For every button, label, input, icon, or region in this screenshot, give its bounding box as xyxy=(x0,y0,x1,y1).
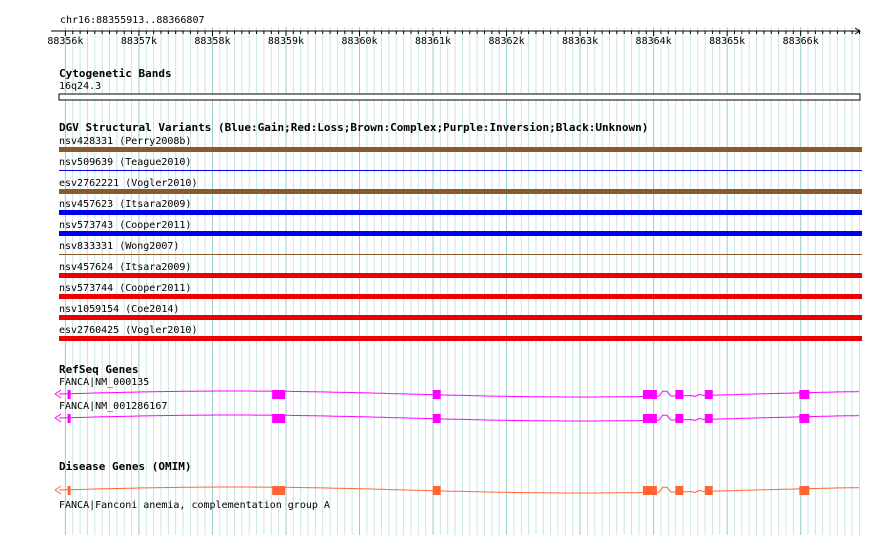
ruler-arrow-icon xyxy=(854,27,861,35)
ruler-tick-label: 88362k xyxy=(488,36,524,47)
variant-bar[interactable] xyxy=(59,294,862,299)
ruler-tick-label: 88358k xyxy=(194,36,230,47)
variant-label: nsv573743 (Cooper2011) xyxy=(59,220,191,231)
variant-bar[interactable] xyxy=(59,273,862,278)
exon-block[interactable] xyxy=(432,390,441,399)
ruler-tick-label: 88365k xyxy=(709,36,745,47)
variant-bar[interactable] xyxy=(59,210,862,215)
variant-label: nsv1059154 (Coe2014) xyxy=(59,304,179,315)
variant-label: nsv833331 (Wong2007) xyxy=(59,241,179,252)
variant-label: nsv428331 (Perry2008b) xyxy=(59,136,191,147)
gene-label: FANCA|NM_001286167 xyxy=(59,401,167,412)
exon-block[interactable] xyxy=(642,414,657,423)
refseq-track-title: RefSeq Genes xyxy=(59,363,138,376)
cytoband-track-title: Cytogenetic Bands xyxy=(59,67,172,80)
strand-arrow-icon xyxy=(54,485,62,495)
region-label: chr16:88355913..88366807 xyxy=(60,15,205,26)
exon-block[interactable] xyxy=(704,390,713,399)
gene-intron-line xyxy=(58,414,860,422)
dgv-track[interactable]: DGV Structural Variants (Blue:Gain;Red:L… xyxy=(59,121,862,341)
variant-label: nsv457624 (Itsara2009) xyxy=(59,262,191,273)
variant-label: esv2762221 (Vogler2010) xyxy=(59,178,197,189)
variant-label: esv2760425 (Vogler2010) xyxy=(59,325,197,336)
ruler-tick-label: 88363k xyxy=(562,36,598,47)
ruler-tick-label: 88357k xyxy=(121,36,157,47)
ruler-tick-label: 88356k xyxy=(47,36,83,47)
variant-bar[interactable] xyxy=(59,315,862,320)
variant-bar[interactable] xyxy=(59,231,862,236)
strand-arrow-icon xyxy=(54,389,62,399)
exon-block[interactable] xyxy=(272,486,286,495)
omim-track[interactable]: Disease Genes (OMIM) FANCA|Fanconi anemia… xyxy=(54,460,860,511)
grid-lines xyxy=(64,27,860,535)
exon-block[interactable] xyxy=(642,390,657,399)
variant-bar[interactable] xyxy=(59,147,862,152)
exon-block[interactable] xyxy=(67,486,71,495)
ruler-tick-label: 88360k xyxy=(341,36,377,47)
gene-intron-line xyxy=(58,390,860,398)
variant-label: nsv457623 (Itsara2009) xyxy=(59,199,191,210)
exon-block[interactable] xyxy=(432,414,441,423)
exon-block[interactable] xyxy=(799,414,810,423)
exon-block[interactable] xyxy=(272,414,286,423)
ruler-tick-label: 88364k xyxy=(636,36,672,47)
variant-bar[interactable] xyxy=(59,170,862,171)
variant-bar[interactable] xyxy=(59,189,862,194)
cytoband-feature[interactable] xyxy=(58,93,861,101)
cytoband-label: 16q24.3 xyxy=(59,81,101,92)
exon-block[interactable] xyxy=(675,486,684,495)
exon-block[interactable] xyxy=(675,414,684,423)
omim-gene-label: FANCA|Fanconi anemia, complementation gr… xyxy=(59,500,330,511)
exon-block[interactable] xyxy=(799,486,810,495)
dgv-track-title: DGV Structural Variants (Blue:Gain;Red:L… xyxy=(59,121,648,134)
variant-label: nsv509639 (Teague2010) xyxy=(59,157,191,168)
gene-label: FANCA|NM_000135 xyxy=(59,377,149,388)
exon-block[interactable] xyxy=(704,486,713,495)
omim-track-title: Disease Genes (OMIM) xyxy=(59,460,191,473)
exon-block[interactable] xyxy=(675,390,684,399)
coordinate-ruler: chr16:88355913..88366807 88356k 88357k 8835… xyxy=(47,15,861,47)
gene-intron-line xyxy=(58,486,860,494)
exon-block[interactable] xyxy=(642,486,657,495)
variant-bar[interactable] xyxy=(59,336,862,341)
exon-block[interactable] xyxy=(799,390,810,399)
variant-label: nsv573744 (Cooper2011) xyxy=(59,283,191,294)
ruler-tick-label: 88361k xyxy=(415,36,451,47)
exon-block[interactable] xyxy=(272,390,286,399)
ruler-tick-label: 88366k xyxy=(783,36,819,47)
exon-block[interactable] xyxy=(432,486,441,495)
exon-block[interactable] xyxy=(704,414,713,423)
ruler-tick-label: 88359k xyxy=(268,36,304,47)
exon-block[interactable] xyxy=(67,414,71,423)
strand-arrow-icon xyxy=(54,413,62,423)
exon-block[interactable] xyxy=(67,390,71,399)
variant-bar[interactable] xyxy=(59,254,862,255)
